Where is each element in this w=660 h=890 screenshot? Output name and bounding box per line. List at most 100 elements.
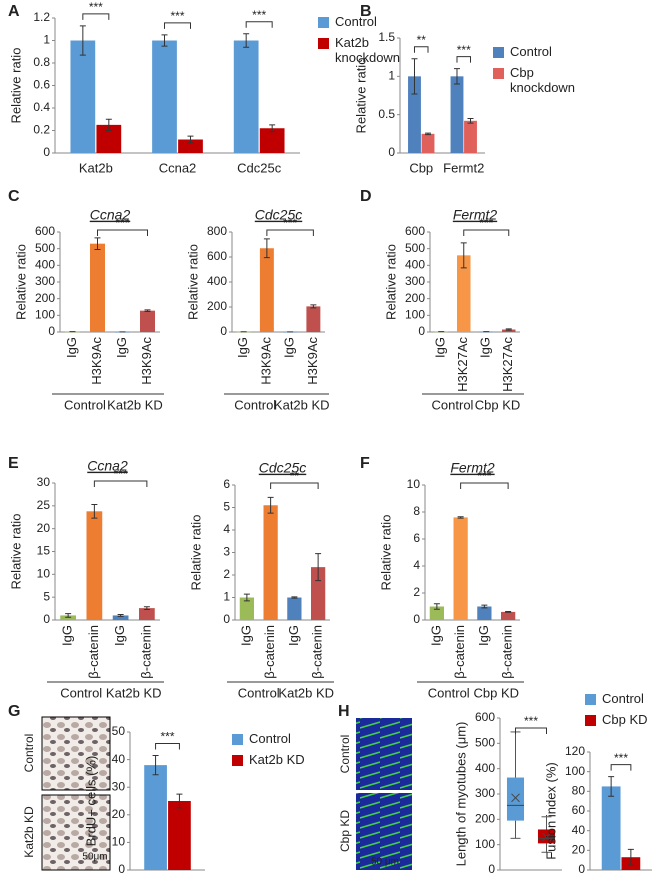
significance-bracket (245, 21, 273, 28)
y-tick-label: 3 (223, 545, 230, 559)
legend-swatch (493, 68, 504, 79)
y-tick-label: 0 (43, 145, 50, 159)
legend-swatch (232, 755, 243, 766)
x-tick-label: IgG (238, 625, 253, 646)
x-tick-label: H3K27Ac (455, 337, 470, 392)
group-label: Control (64, 397, 106, 412)
legend-label: Control (335, 14, 377, 29)
x-tick-label: IgG (282, 337, 297, 358)
bar (457, 255, 471, 332)
error-bar (433, 603, 440, 610)
significance-label: *** (477, 469, 491, 483)
significance-bracket (93, 480, 148, 487)
x-tick-label: β-catenin (310, 625, 325, 679)
y-tick-label: 100 (565, 764, 585, 778)
significance-bracket (97, 229, 148, 236)
image-control (41, 716, 111, 791)
x-tick-label: IgG (478, 337, 493, 358)
error-bar (117, 614, 124, 617)
y-tick-label: 10 (112, 835, 126, 849)
error-bar (481, 604, 488, 609)
legend-swatch (232, 734, 243, 745)
error-bar (79, 25, 86, 56)
bar (259, 128, 285, 153)
x-tick-label: H3K9Ac (305, 337, 320, 385)
legend-item: Control (232, 731, 329, 746)
legend-item: Control (318, 14, 415, 29)
legend-item: Control (493, 44, 590, 59)
y-axis-label: BrdU+ cells (%) (83, 756, 98, 847)
legend-swatch (585, 715, 596, 726)
y-tick-label: 8 (413, 504, 420, 518)
y-tick-label: 0 (223, 612, 230, 626)
legend: Control Kat2b KD (232, 731, 329, 773)
y-axis-label: Relative ratio (13, 244, 28, 320)
x-tick-label: H3K9Ac (258, 337, 273, 385)
y-tick-label: 0 (413, 612, 420, 626)
x-tick-label: IgG (60, 625, 75, 646)
y-tick-label: 20 (112, 807, 126, 821)
legend-swatch (318, 17, 329, 28)
group-label: Control (432, 397, 474, 412)
legend-label: Cbp KD (602, 712, 648, 727)
legend-item: Control (585, 691, 660, 706)
image-kd (41, 794, 111, 871)
significance-label: *** (524, 714, 538, 728)
error-bar (94, 237, 101, 250)
legend-item: Cbp KD (585, 712, 660, 727)
x-tick-label: IgG (112, 625, 127, 646)
y-tick-label: 2 (223, 567, 230, 581)
bar (90, 243, 105, 332)
y-tick-label: 200 (475, 812, 495, 826)
group-label: Cbp KD (475, 397, 521, 412)
group-label: Control (234, 397, 276, 412)
y-tick-label: 4 (413, 558, 420, 572)
y-tick-label: 600 (405, 224, 425, 238)
legend: Control Cbp KD (585, 691, 660, 733)
x-tick-label: Kat2b (79, 160, 113, 175)
y-tick-label: 60 (572, 803, 586, 817)
error-bar (144, 309, 151, 312)
y-tick-label: 120 (565, 744, 585, 758)
y-tick-label: 100 (475, 837, 495, 851)
legend-label: Cbp knockdown (510, 65, 576, 95)
y-tick-label: 400 (207, 274, 227, 288)
y-tick-label: 600 (35, 224, 55, 238)
y-tick-label: 400 (475, 761, 495, 775)
error-bar (505, 610, 512, 613)
significance-bracket (463, 229, 510, 236)
significance-bracket (456, 56, 472, 63)
y-tick-label: 0.8 (33, 55, 50, 69)
y-axis-label: Relative ratio (383, 244, 398, 320)
group-label: Kat2b KD (106, 685, 162, 700)
bar (144, 765, 167, 870)
x-tick-label: IgG (286, 625, 301, 646)
y-tick-label: 0.2 (33, 123, 50, 137)
y-tick-label: 600 (475, 710, 495, 724)
y-axis-label: Length of myotubes (μm) (453, 722, 468, 867)
y-tick-label: 10 (407, 477, 421, 491)
x-tick-label: β-catenin (262, 625, 277, 679)
y-axis-label: Fusion index (%) (543, 762, 558, 860)
error-bar (161, 34, 168, 47)
significance-bracket (266, 229, 314, 236)
bar (464, 120, 477, 153)
y-tick-label: 300 (35, 274, 55, 288)
y-tick-label: 5 (223, 500, 230, 514)
x-tick-label: β-catenin (86, 625, 101, 679)
chart-title: Fermt2 (450, 460, 495, 476)
x-tick-label: H3K9Ac (139, 337, 154, 385)
image-control (356, 718, 412, 790)
y-tick-label: 15 (37, 544, 51, 558)
mean-marker (511, 793, 520, 803)
x-tick-label: H3K27Ac (500, 337, 515, 392)
group-label: Control (60, 685, 102, 700)
bar (263, 505, 278, 620)
significance-label: *** (89, 0, 103, 14)
significance-bracket (164, 22, 191, 29)
legend-label: Control (249, 731, 291, 746)
x-tick-label: Cdc25c (237, 160, 282, 175)
bar (178, 139, 203, 153)
y-tick-label: 20 (37, 521, 51, 535)
y-tick-label: 40 (112, 752, 126, 766)
